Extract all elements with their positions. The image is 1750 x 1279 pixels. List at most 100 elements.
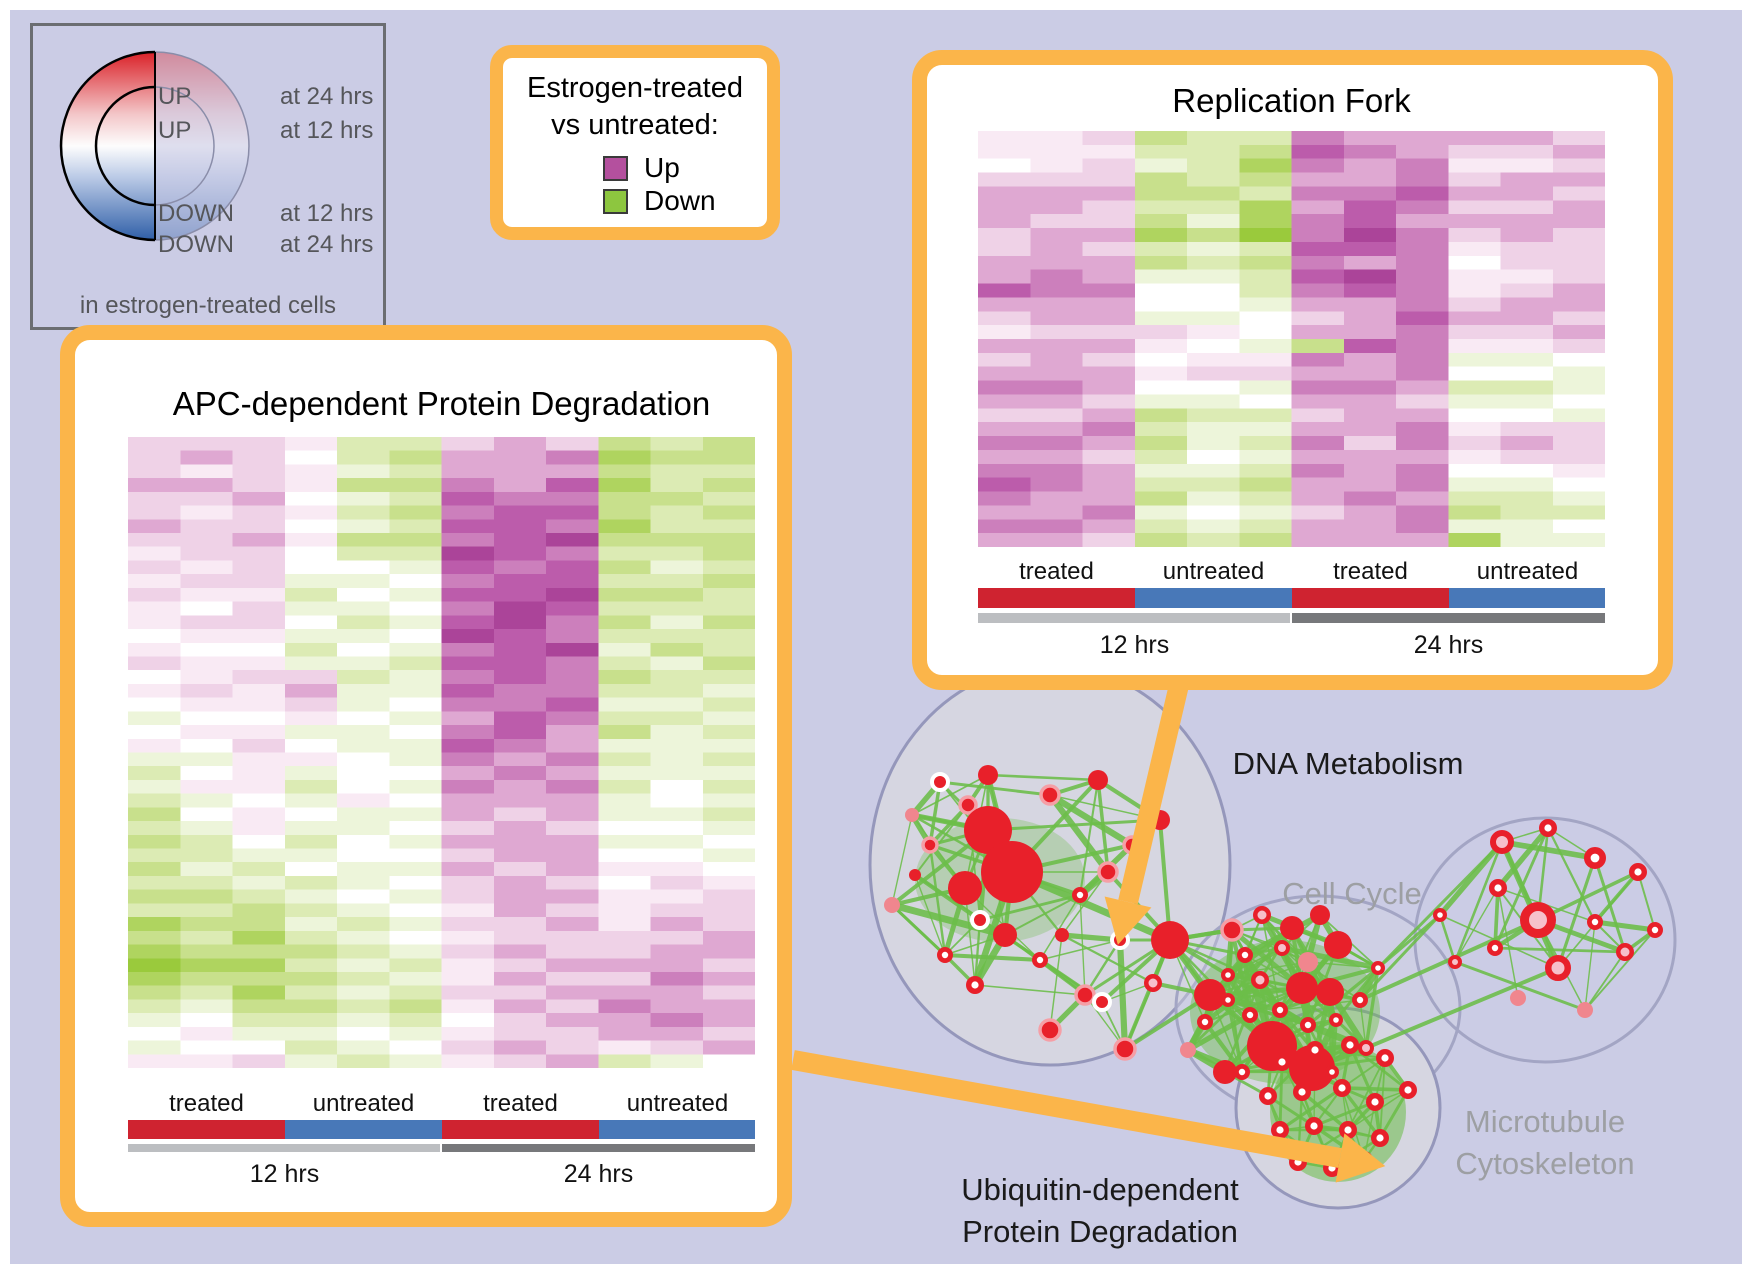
network-node [1305, 1040, 1324, 1059]
network-node [1310, 905, 1330, 925]
network-node [1584, 846, 1607, 869]
apc-untreated-bar-1 [285, 1120, 442, 1139]
ring-diagram [59, 50, 250, 242]
network-node [1258, 1086, 1277, 1105]
network-node [1358, 1040, 1374, 1056]
network-node [1328, 1012, 1343, 1027]
network-node [1647, 922, 1664, 939]
up-label: Up [644, 152, 680, 183]
network-node [1616, 943, 1634, 961]
replication-fork-title: Replication Fork [1172, 82, 1411, 119]
network-node [1113, 1037, 1137, 1061]
network-node [1274, 940, 1290, 956]
network-node [1286, 972, 1318, 1004]
network-node [1270, 1120, 1289, 1139]
network-node [1242, 1007, 1259, 1024]
network-node [1151, 921, 1189, 959]
replication-fork-heatmap [978, 131, 1605, 547]
apc-untreated-bar-2 [599, 1120, 755, 1139]
network-node [1488, 879, 1507, 898]
network-node [1324, 1064, 1339, 1079]
cluster-label-microtubule-line2: Cytoskeleton [1455, 1146, 1635, 1181]
replication-fork-panel: Replication Fork treated untreated treat… [912, 50, 1673, 690]
rf-group-label-4: untreated [1476, 558, 1579, 585]
rf-12hrs-label: 12 hrs [1099, 631, 1170, 659]
network-node [1338, 1120, 1357, 1139]
rf-time-bar-gap [1290, 613, 1292, 623]
rf-treated-bar-1 [978, 588, 1135, 608]
network-node [1365, 1092, 1384, 1111]
ring-word-up-12: UP [158, 117, 192, 144]
down-label: Down [644, 185, 716, 216]
apc-panel: APC-dependent Protein Degradation treate… [60, 325, 792, 1227]
cluster-label-ubiquitin-line1: Ubiquitin-dependent [961, 1172, 1239, 1207]
network-node [909, 869, 921, 881]
apc-24hrs-label: 24 hrs [563, 1160, 634, 1188]
network-node [1340, 1035, 1359, 1054]
network-node [1038, 1018, 1062, 1042]
ring-word-down-12: DOWN [158, 200, 234, 227]
updown-ring-legend: UP at 24 hrs UP at 12 hrs DOWN at 12 hrs… [30, 23, 386, 349]
network-node [948, 871, 982, 905]
estrogen-legend-title-line1: Estrogen-treated [526, 72, 743, 104]
rf-untreated-bar-1 [1135, 588, 1292, 608]
network-node [1332, 1078, 1351, 1097]
network-node [1398, 1080, 1417, 1099]
network-node [1370, 960, 1385, 975]
network-node [1577, 1002, 1593, 1018]
network-node [993, 923, 1017, 947]
network-node [1490, 830, 1514, 854]
network-node [958, 795, 978, 815]
network-node [966, 976, 985, 995]
network-node [1144, 974, 1162, 992]
network-node [1510, 990, 1526, 1006]
apc-group-label-2: untreated [312, 1090, 415, 1117]
cluster-label-ubiquitin-line2: Protein Degradation [962, 1214, 1238, 1249]
network-node [1304, 1116, 1323, 1135]
network-node [1220, 918, 1244, 942]
network-node [1097, 861, 1119, 883]
network-node [1055, 928, 1069, 942]
network-nodes [884, 765, 1664, 1177]
network-node [1251, 971, 1269, 989]
inner-ring [94, 85, 156, 207]
network-node [1316, 978, 1344, 1006]
network-node [970, 910, 990, 930]
apc-title: APC-dependent Protein Degradation [172, 385, 711, 422]
rf-group-label-1: treated [1019, 558, 1094, 585]
cluster-label-cell-cycle: Cell Cycle [1282, 876, 1422, 911]
rf-time-bar [978, 613, 1605, 623]
network-node [1220, 967, 1235, 982]
network-node [1237, 947, 1254, 964]
ring-time-down-12: at 12 hrs [280, 200, 374, 227]
network-node [1375, 1048, 1394, 1067]
network-node [1538, 819, 1557, 838]
up-magenta-swatch [603, 155, 628, 181]
network-node [1272, 1052, 1291, 1071]
apc-heatmap [128, 437, 755, 1068]
network-node [921, 836, 939, 854]
network-node [937, 947, 954, 964]
faded-right-half [155, 52, 249, 240]
network-node [1370, 1128, 1389, 1147]
network-node [1180, 1042, 1196, 1058]
cluster-label-dna-metabolism: DNA Metabolism [1232, 746, 1464, 781]
network-node [884, 897, 900, 913]
network-node [1074, 984, 1096, 1006]
rf-condition-bar [978, 588, 1605, 608]
network-node [905, 808, 919, 822]
ring-time-12: at 12 hrs [280, 117, 374, 144]
ring-caption-line1: in estrogen-treated cells [79, 292, 337, 319]
network-node [1432, 907, 1447, 922]
network-node [1298, 952, 1318, 972]
legend-item-up: Up [603, 152, 680, 183]
panel-arrow [1118, 665, 1193, 905]
network-node [1092, 992, 1112, 1012]
estrogen-legend: Estrogen-treated vs untreated: Up Down [490, 45, 780, 240]
apc-time-bar-gap [440, 1144, 442, 1152]
network-node [964, 806, 1012, 854]
apc-condition-bar [128, 1120, 755, 1139]
network-node [1300, 1017, 1317, 1034]
ring-time-down-24: at 24 hrs [280, 231, 374, 258]
